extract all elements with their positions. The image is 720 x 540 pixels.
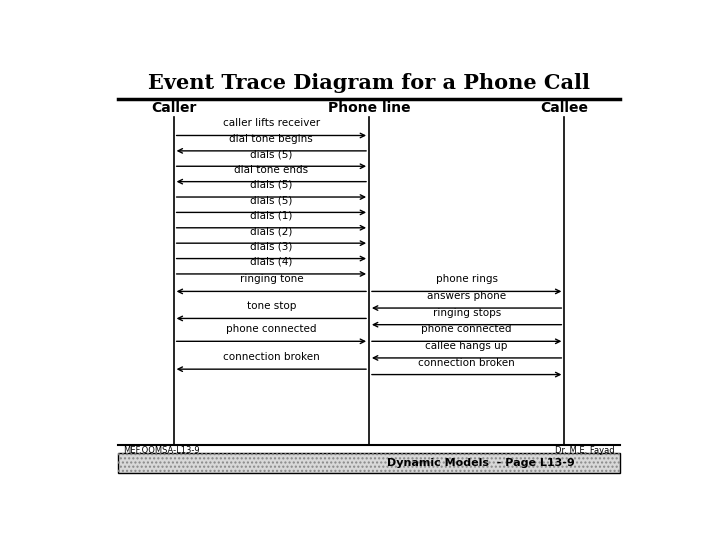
Text: Callee: Callee	[540, 100, 588, 114]
Text: phone connected: phone connected	[421, 324, 512, 334]
Text: Event Trace Diagram for a Phone Call: Event Trace Diagram for a Phone Call	[148, 73, 590, 93]
Text: dial tone begins: dial tone begins	[230, 134, 313, 144]
Text: dials (3): dials (3)	[250, 241, 292, 252]
Text: dials (1): dials (1)	[250, 211, 292, 221]
Text: ringing stops: ringing stops	[433, 308, 501, 318]
Text: dials (2): dials (2)	[250, 226, 292, 236]
Text: dials (5): dials (5)	[250, 149, 292, 159]
Bar	[118, 453, 620, 473]
Text: Dr. M.E. Fayad: Dr. M.E. Fayad	[555, 446, 615, 455]
Text: Caller: Caller	[151, 100, 197, 114]
Text: dials (5): dials (5)	[250, 180, 292, 190]
Text: connection broken: connection broken	[223, 352, 320, 362]
Text: tone stop: tone stop	[247, 301, 296, 312]
Text: phone rings: phone rings	[436, 274, 498, 285]
Text: dials (4): dials (4)	[250, 257, 292, 267]
Text: Phone line: Phone line	[328, 100, 410, 114]
Text: answers phone: answers phone	[427, 291, 506, 301]
Text: connection broken: connection broken	[418, 357, 515, 368]
Text: dials (5): dials (5)	[250, 195, 292, 205]
Text: caller lifts receiver: caller lifts receiver	[222, 118, 320, 129]
Text: phone connected: phone connected	[226, 324, 317, 334]
Bar	[118, 453, 620, 473]
Text: Dynamic Models  - Page L13-9: Dynamic Models - Page L13-9	[387, 458, 575, 468]
Text: ringing tone: ringing tone	[240, 274, 303, 285]
Text: dial tone ends: dial tone ends	[234, 165, 308, 174]
Text: MEF.OOMSA-L13-9: MEF.OOMSA-L13-9	[124, 446, 200, 455]
Text: callee hangs up: callee hangs up	[426, 341, 508, 351]
